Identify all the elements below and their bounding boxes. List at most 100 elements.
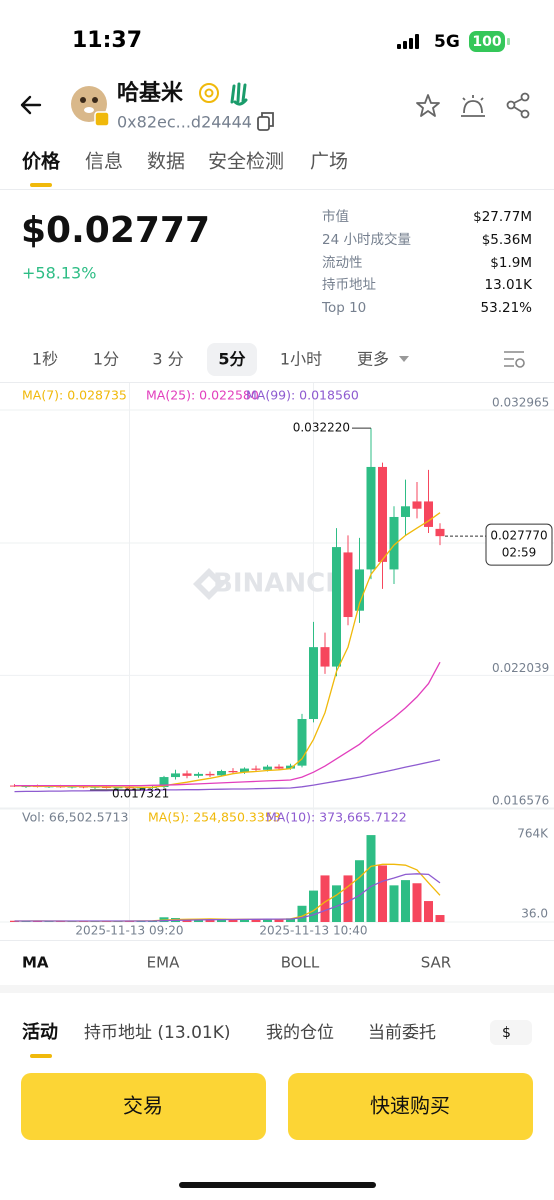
volume-bar (205, 919, 215, 922)
divider (0, 382, 554, 383)
candle-body (389, 516, 399, 570)
candle-body (286, 765, 295, 769)
volume-legend: Vol: 66,502.5713 (22, 810, 128, 825)
tab-indicator (30, 183, 52, 187)
copy-button[interactable] (257, 112, 274, 131)
battery-cap (507, 38, 510, 45)
ma-legend: MA(25): 0.022580 (146, 388, 259, 403)
interval[interactable]: 1分 (93, 350, 119, 369)
countdown-label: 02:59 (502, 546, 537, 560)
volume-bar (435, 915, 445, 922)
indicator[interactable]: EMA (147, 954, 180, 972)
bottom-tab[interactable]: 我的仓位 (266, 1023, 334, 1043)
tab[interactable]: 数据 (147, 151, 185, 173)
badge-icon-inner (204, 88, 214, 98)
interval[interactable]: 3 分 (152, 350, 183, 369)
candle-body (401, 506, 410, 517)
volume-bar (401, 880, 410, 922)
quick-buy-button[interactable] (288, 1073, 533, 1140)
candle-body (136, 787, 146, 789)
divider (0, 940, 554, 941)
tab[interactable]: 广场 (310, 151, 348, 173)
candle-body (159, 777, 169, 788)
candle-body (125, 787, 134, 789)
token-name: 哈基米 (117, 80, 184, 106)
candle-body (297, 719, 307, 766)
alert-button[interactable] (461, 95, 485, 117)
y-tick-label: 0.032965 (492, 396, 549, 410)
candle-body (263, 766, 272, 770)
tab[interactable]: 信息 (85, 151, 123, 173)
bottom-tab[interactable]: 当前委托 (368, 1023, 436, 1043)
stat-value: $1.9M (490, 255, 532, 271)
ma-legend: MA(99): 0.018560 (246, 388, 359, 403)
interval-more[interactable]: 更多 (357, 350, 389, 369)
volume-bar (297, 905, 307, 922)
candle-body (366, 466, 376, 570)
last-price-label: 0.027770 (490, 529, 547, 543)
volume-bar (378, 865, 387, 922)
battery-level: 100 (472, 34, 501, 50)
interval[interactable]: 1小时 (280, 350, 322, 369)
candle-body (435, 528, 445, 537)
back-button[interactable] (20, 95, 42, 115)
chart-settings[interactable] (504, 351, 525, 368)
interval[interactable]: 5分 (218, 350, 245, 369)
interval[interactable]: 1秒 (32, 350, 58, 369)
ma-line (14, 759, 441, 793)
candle-body (320, 647, 330, 667)
volume-bar (240, 919, 249, 922)
currency-label: $ (502, 1025, 511, 1041)
favorite-button[interactable] (416, 94, 440, 117)
indicator[interactable]: MA (22, 954, 49, 972)
volume-bar (286, 918, 295, 922)
chart-frame (0, 542, 554, 923)
volume-tick-label: 36.0 (521, 906, 548, 920)
network-label: 5G (434, 32, 460, 52)
bottom-tab[interactable]: 持币地址 (13.01K) (84, 1023, 230, 1043)
battery (469, 31, 505, 52)
x-tick-label: 2025-11-13 09:20 (75, 924, 183, 938)
section-gap (0, 985, 554, 993)
candle-body (113, 787, 123, 789)
status-time: 11:37 (72, 28, 142, 53)
candle-body (228, 770, 238, 773)
chain-badge (94, 111, 110, 127)
stat-label: Top 10 (321, 300, 366, 316)
bottom-tab[interactable]: 活动 (22, 1021, 58, 1043)
volume-bar (251, 919, 261, 922)
ma-line (14, 873, 441, 922)
tab-indicator (30, 1054, 52, 1058)
volume-bar (343, 875, 353, 922)
volume-bar (217, 918, 226, 922)
stat-value: 53.21% (481, 300, 533, 316)
button-label: 快速购买 (370, 1094, 450, 1118)
indicator[interactable]: BOLL (281, 954, 320, 972)
high-label: 0.032220 (293, 421, 350, 435)
y-tick-label: 0.022039 (492, 661, 549, 675)
volume-bar (389, 885, 399, 922)
volume-bar (366, 835, 376, 922)
volume-bar (274, 919, 284, 922)
stats: 市值 $27.77M 24 小时成交量 $5.36M 流动性 $1.9M 持币地… (321, 208, 533, 316)
dropdown-arrow (399, 356, 409, 362)
candle-body (378, 466, 387, 562)
tab[interactable]: 安全检测 (208, 151, 284, 173)
avatar-eye (92, 97, 98, 103)
tab[interactable]: 价格 (22, 150, 61, 173)
avatar-mouth (84, 107, 94, 113)
stat-value: $5.36M (482, 232, 532, 248)
candle-body (251, 768, 261, 770)
share-button[interactable] (506, 92, 530, 119)
indicator[interactable]: SAR (421, 954, 451, 972)
low-label: 0.017321 (112, 786, 169, 800)
stat-label: 持币地址 (322, 277, 376, 293)
badge-icon (199, 83, 219, 103)
candle-body (332, 547, 341, 667)
trade-button[interactable] (21, 1073, 266, 1140)
volume-bar (424, 901, 433, 922)
currency-chip[interactable] (490, 1020, 532, 1045)
volume-ma-legend: MA(10): 373,665.7122 (266, 810, 407, 825)
price-change: +58.13% (22, 264, 96, 283)
